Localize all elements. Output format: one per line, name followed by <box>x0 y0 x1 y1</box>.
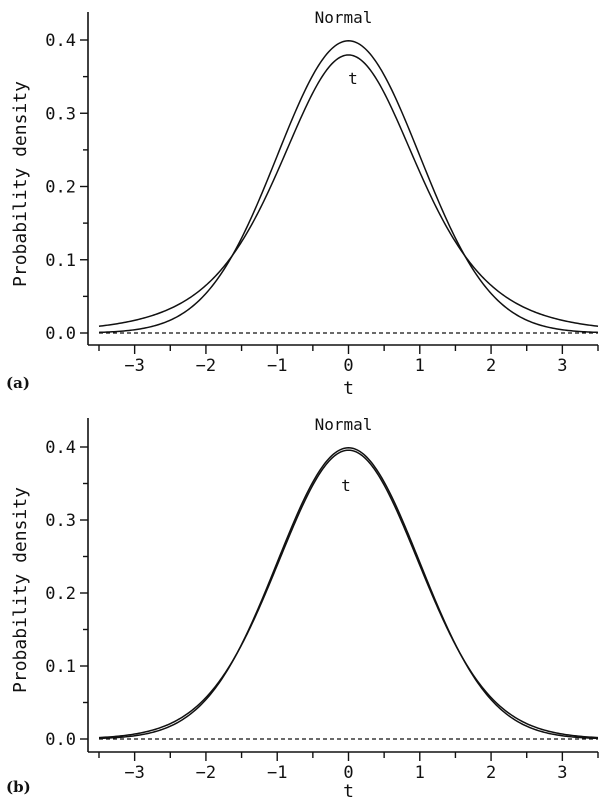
x-tick-label: 3 <box>557 763 567 783</box>
series-line-normal <box>98 40 599 334</box>
x-tick-label: 0 <box>343 356 353 376</box>
series-label-normal: Normal <box>315 415 373 434</box>
x-axis-title: t <box>343 378 354 399</box>
x-tick-label: −1 <box>267 763 287 783</box>
chart-panel-b: 0.0 0.1 0.2 0.3 0.4 −3 −2 −1 0 1 2 3 t Probability de… <box>6 415 599 800</box>
panel-label: (b) <box>6 778 31 796</box>
y-tick-label: 0.3 <box>45 511 76 531</box>
y-tick-label: 0.4 <box>45 31 76 51</box>
series-label-t: t <box>348 69 358 88</box>
x-tick-label: 1 <box>415 763 425 783</box>
series-line-normal <box>98 447 599 740</box>
y-tick-label: 0.2 <box>45 178 76 198</box>
y-tick-label: 0.3 <box>45 104 76 124</box>
chart-panel-a: 0.0 0.1 0.2 0.3 0.4 −3 −2 −1 0 1 2 3 t Probability de… <box>6 8 599 399</box>
x-tick-label: 3 <box>557 356 567 376</box>
x-tick-label: 1 <box>415 356 425 376</box>
y-tick-label: 0.2 <box>45 584 76 604</box>
x-tick-label: −1 <box>267 356 287 376</box>
y-tick-label: 0.4 <box>45 438 76 458</box>
x-tick-label: 2 <box>486 356 496 376</box>
x-tick-label: −2 <box>196 356 216 376</box>
x-tick-label: 0 <box>343 763 353 783</box>
x-tick-label: 2 <box>486 763 496 783</box>
y-tick-label: 0.0 <box>45 324 76 344</box>
y-axis-title: Probability density <box>10 81 31 287</box>
y-tick-label: 0.0 <box>45 730 76 750</box>
y-tick-label: 0.1 <box>45 251 76 271</box>
series-label-t: t <box>341 476 351 495</box>
x-tick-label: −3 <box>124 356 144 376</box>
series-label-normal: Normal <box>315 8 373 27</box>
panel-label: (a) <box>6 374 30 392</box>
series-line-t <box>98 54 599 327</box>
y-tick-label: 0.1 <box>45 657 76 677</box>
x-tick-label: −2 <box>196 763 216 783</box>
series-line-t <box>98 449 599 739</box>
y-axis-title: Probability density <box>10 487 31 693</box>
x-tick-label: −3 <box>124 763 144 783</box>
x-axis-title: t <box>343 781 354 800</box>
